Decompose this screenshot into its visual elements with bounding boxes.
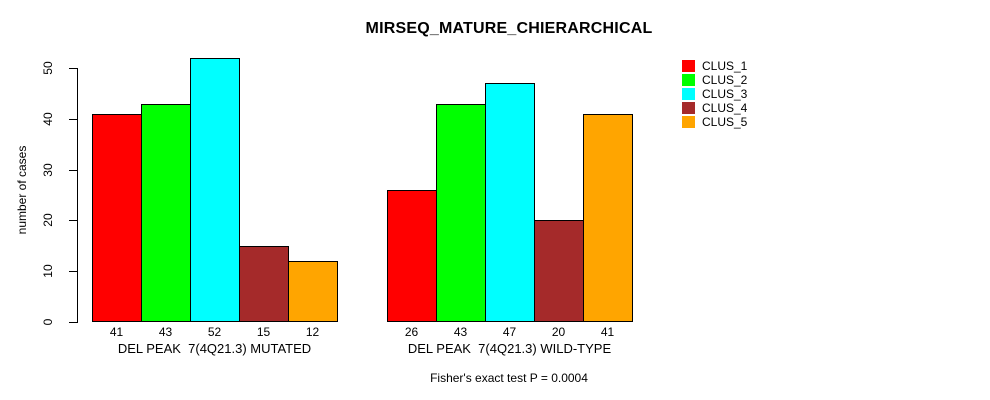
legend-swatch-icon — [682, 116, 695, 128]
chart-title: MIRSEQ_MATURE_CHIERARCHICAL — [365, 20, 653, 37]
bar-clus_4-group1 — [239, 246, 289, 322]
legend-swatch-icon — [682, 60, 695, 72]
legend-item-clus_1: CLUS_1 — [682, 60, 747, 72]
y-axis-tick-label: 20 — [41, 213, 55, 227]
legend-label: CLUS_3 — [702, 87, 748, 101]
legend-item-clus_4: CLUS_4 — [682, 102, 747, 114]
y-axis-tick — [69, 271, 77, 272]
bar-clus_2-group1 — [141, 104, 191, 322]
bar-clus_4-group2 — [534, 220, 584, 322]
bar-value-label: 52 — [207, 325, 222, 339]
legend-swatch-icon — [682, 88, 695, 100]
bar-clus_1-group1 — [92, 114, 142, 322]
bar-value-label: 26 — [404, 325, 419, 339]
bar-clus_2-group2 — [436, 104, 486, 322]
bar-value-label: 20 — [551, 325, 566, 339]
y-axis-tick-label: 0 — [41, 318, 55, 326]
bar-value-label: 15 — [256, 325, 271, 339]
legend-item-clus_2: CLUS_2 — [682, 74, 747, 86]
y-axis-tick — [69, 220, 77, 221]
y-axis-tick-label: 10 — [41, 264, 55, 278]
y-axis-line — [77, 68, 78, 323]
legend-swatch-icon — [682, 102, 695, 114]
legend-label: CLUS_1 — [702, 59, 748, 73]
bar-clus_1-group2 — [387, 190, 437, 322]
y-axis-tick — [69, 119, 77, 120]
bar-clus_5-group2 — [583, 114, 633, 322]
legend-item-clus_5: CLUS_5 — [682, 116, 747, 128]
legend: CLUS_1 CLUS_2 CLUS_3 CLUS_4 CLUS_5 — [682, 60, 747, 130]
bar-clus_3-group1 — [190, 58, 240, 322]
legend-label: CLUS_4 — [702, 101, 748, 115]
y-axis-tick-label: 50 — [41, 61, 55, 75]
annotation-text: Fisher's exact test P = 0.0004 — [430, 371, 588, 385]
y-axis-tick-label: 40 — [41, 112, 55, 126]
x-axis-group-label: DEL PEAK 7(4Q21.3) WILD-TYPE — [407, 341, 612, 356]
y-axis-tick — [69, 322, 77, 323]
legend-label: CLUS_2 — [702, 73, 748, 87]
bar-value-label: 41 — [600, 325, 615, 339]
bar-value-label: 43 — [158, 325, 173, 339]
y-axis-tick-label: 30 — [41, 163, 55, 177]
legend-label: CLUS_5 — [702, 115, 748, 129]
bar-value-label: 47 — [502, 325, 517, 339]
y-axis-tick — [69, 68, 77, 69]
bar-value-label: 12 — [305, 325, 320, 339]
y-axis-tick — [69, 170, 77, 171]
bar-value-label: 43 — [453, 325, 468, 339]
bar-clus_3-group2 — [485, 83, 535, 322]
bar-value-label: 41 — [109, 325, 124, 339]
legend-swatch-icon — [682, 74, 695, 86]
legend-item-clus_3: CLUS_3 — [682, 88, 747, 100]
bar-clus_5-group1 — [288, 261, 338, 322]
x-axis-group-label: DEL PEAK 7(4Q21.3) MUTATED — [117, 341, 312, 356]
